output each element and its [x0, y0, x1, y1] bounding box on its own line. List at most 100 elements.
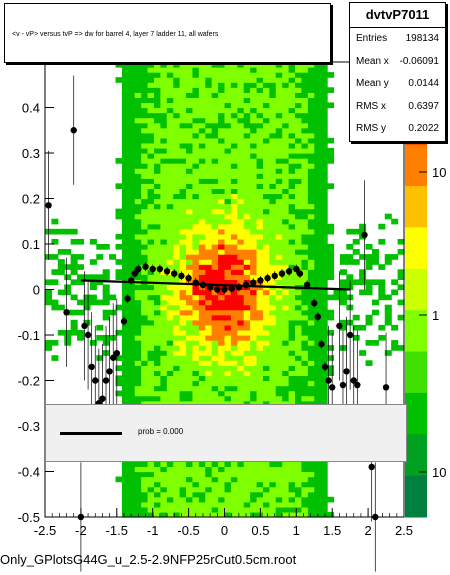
heatmap-cell [282, 259, 290, 265]
heatmap-cell [211, 198, 219, 205]
heatmap-cell [134, 390, 142, 397]
heatmap-cell [192, 395, 200, 402]
heatmap-cell [269, 117, 277, 124]
heatmap-cell [275, 244, 283, 250]
heatmap-cell [128, 340, 136, 346]
heatmap-cell [301, 203, 309, 210]
heatmap-cell [250, 304, 258, 311]
heatmap-cell [269, 491, 277, 498]
heatmap-cell [256, 259, 264, 265]
heatmap-cell [320, 218, 328, 225]
heatmap-cell [224, 329, 232, 336]
heatmap-cell [128, 355, 136, 361]
heatmap-cell [186, 314, 194, 321]
heatmap-cell [256, 289, 264, 296]
heatmap-cell [397, 238, 405, 245]
heatmap-cell [320, 193, 328, 200]
heatmap-cell [230, 466, 238, 473]
heatmap-cell [262, 506, 270, 513]
heatmap-cell [288, 163, 296, 169]
heatmap-cell [282, 163, 290, 169]
heatmap-cell [173, 218, 181, 225]
heatmap-cell [198, 360, 206, 366]
heatmap-cell [128, 188, 136, 195]
heatmap-cell [77, 279, 85, 286]
heatmap-cell [327, 158, 335, 164]
heatmap-cell [378, 335, 386, 341]
heatmap-cell [371, 254, 379, 260]
heatmap-cell [256, 173, 264, 179]
heatmap-cell [218, 274, 226, 280]
heatmap-cell [327, 314, 335, 321]
heatmap-cell [237, 390, 245, 397]
heatmap-cell [282, 168, 290, 174]
heatmap-cell [307, 476, 315, 483]
heatmap-cell [307, 294, 315, 301]
heatmap-cell [301, 466, 309, 473]
heatmap-cell [275, 233, 283, 240]
heatmap-cell [141, 370, 149, 377]
heatmap-cell [320, 208, 328, 215]
heatmap-cell [128, 335, 136, 341]
heatmap-cell [224, 122, 232, 129]
heatmap-cell [186, 198, 194, 205]
profile-point [296, 270, 304, 277]
heatmap-cell [211, 329, 219, 336]
heatmap-cell [211, 183, 219, 189]
heatmap-cell [147, 142, 155, 149]
heatmap-cell [269, 329, 277, 336]
heatmap-cell [301, 491, 309, 498]
heatmap-cell [128, 67, 136, 73]
heatmap-cell [269, 62, 277, 68]
heatmap-cell [160, 309, 168, 316]
heatmap-cell [218, 223, 226, 230]
stats-row-rms-x: RMS x 0.6397 [350, 96, 445, 119]
heatmap-cell [314, 178, 322, 184]
heatmap-cell [237, 324, 245, 331]
heatmap-cell [45, 294, 53, 301]
heatmap-cell [218, 82, 226, 88]
heatmap-cell [295, 335, 303, 341]
heatmap-cell [134, 153, 142, 159]
heatmap-cell [134, 193, 142, 200]
heatmap-cell [153, 163, 161, 169]
heatmap-cell [153, 365, 161, 371]
heatmap-cell [269, 264, 277, 270]
heatmap-cell [160, 193, 168, 200]
heatmap-cell [77, 329, 85, 336]
heatmap-cell [256, 233, 264, 240]
heatmap-cell [160, 259, 168, 265]
heatmap-cell [205, 193, 213, 200]
heatmap-cell [173, 259, 181, 265]
x-tick-label: -1 [147, 523, 159, 538]
heatmap-cell [166, 340, 174, 346]
heatmap-cell [205, 213, 213, 220]
heatmap-cell [153, 82, 161, 88]
heatmap-cell [141, 491, 149, 498]
heatmap-cell [275, 122, 283, 129]
heatmap-cell [237, 178, 245, 184]
heatmap-cell [250, 168, 258, 174]
heatmap-cell [250, 481, 258, 488]
heatmap-cell [186, 107, 194, 114]
heatmap-cell [250, 254, 258, 260]
heatmap-cell [160, 476, 168, 483]
heatmap-cell [141, 390, 149, 397]
heatmap-cell [198, 233, 206, 240]
heatmap-cell [166, 284, 174, 291]
profile-point [63, 309, 70, 316]
heatmap-cell [192, 319, 200, 326]
heatmap-cell [218, 208, 226, 215]
heatmap-cell [262, 228, 270, 235]
heatmap-cell [237, 198, 245, 205]
heatmap-cell [352, 259, 360, 265]
heatmap-cell [198, 198, 206, 205]
heatmap-cell [307, 360, 315, 366]
heatmap-cell [141, 163, 149, 169]
heatmap-cell [128, 102, 136, 109]
heatmap-cell [314, 501, 322, 508]
heatmap-cell [173, 365, 181, 371]
heatmap-cell [147, 476, 155, 483]
heatmap-cell [186, 218, 194, 225]
heatmap-cell [186, 350, 194, 356]
